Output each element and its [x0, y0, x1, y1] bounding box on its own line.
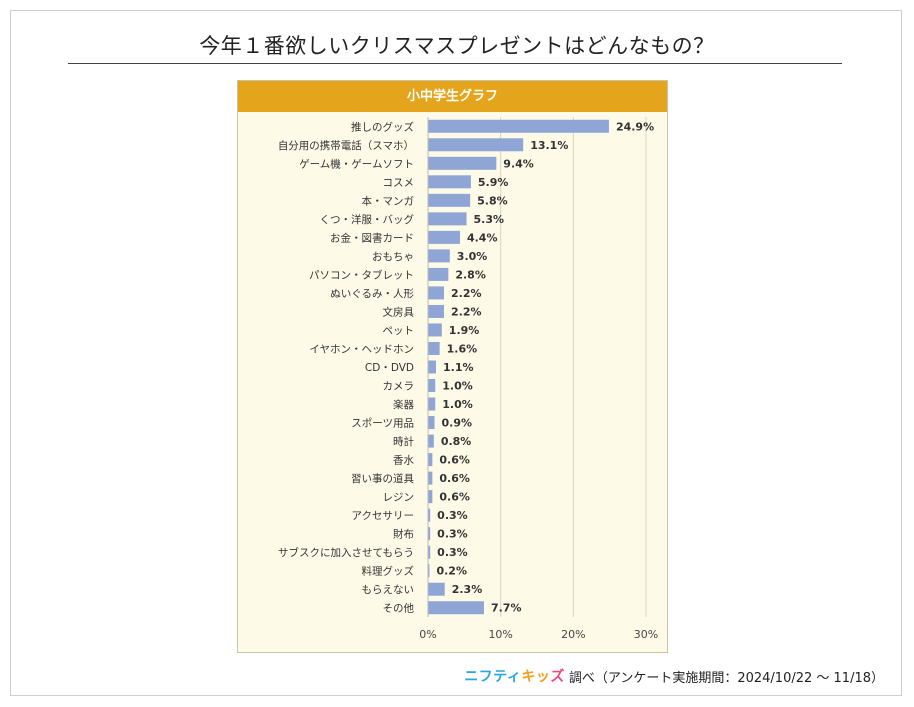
- bar: [428, 416, 435, 430]
- category-label: 財布: [393, 528, 414, 541]
- category-label: カメラ: [383, 381, 415, 393]
- bar: [428, 453, 433, 467]
- category-label: ゲーム機・ゲームソフト: [299, 157, 414, 170]
- bar: [428, 582, 445, 596]
- bar: [428, 601, 484, 615]
- bar: [428, 267, 449, 281]
- value-label: 5.9%: [478, 176, 509, 189]
- category-label: レジン: [383, 492, 415, 504]
- outer-frame: [10, 10, 902, 696]
- category-label: もらえない: [362, 584, 415, 596]
- category-label: おもちゃ: [372, 251, 414, 263]
- value-label: 1.6%: [447, 342, 478, 355]
- category-label: 時計: [393, 435, 414, 448]
- value-label: 13.1%: [530, 139, 568, 152]
- category-label: 文房具: [383, 305, 415, 318]
- category-label: CD・DVD: [365, 362, 414, 374]
- title-divider: [68, 63, 842, 64]
- x-tick-label: 10%: [488, 628, 512, 641]
- bar: [428, 341, 440, 355]
- category-label: ペット: [383, 325, 415, 337]
- bar: [428, 249, 450, 263]
- category-label: ぬいぐるみ・人形: [330, 288, 414, 300]
- category-label: 香水: [393, 455, 414, 467]
- bar: [428, 545, 431, 559]
- bar: [428, 304, 444, 318]
- bar: [428, 434, 434, 448]
- bar: [428, 323, 442, 337]
- value-label: 1.0%: [442, 380, 473, 393]
- category-label: くつ・洋服・バッグ: [320, 213, 415, 226]
- value-label: 2.2%: [451, 287, 482, 300]
- category-label: スポーツ用品: [351, 418, 414, 430]
- bar: [428, 286, 444, 300]
- category-label: 楽器: [393, 398, 414, 411]
- bar: [428, 360, 436, 374]
- value-label: 1.9%: [449, 324, 480, 337]
- bar: [428, 397, 436, 411]
- value-label: 2.2%: [451, 305, 482, 318]
- footer: ニフティキッズ 調べ（アンケート実施期間：2024/10/22 ～ 11/18）: [464, 666, 884, 686]
- logo-text-zu: ズ: [550, 669, 565, 685]
- bar: [428, 156, 497, 170]
- page-title: 今年１番欲しいクリスマスプレゼントはどんなもの？: [199, 34, 715, 58]
- category-label: 料理グッズ: [362, 565, 415, 578]
- bar: [428, 230, 460, 244]
- value-label: 3.0%: [457, 250, 488, 263]
- value-label: 0.3%: [437, 546, 468, 559]
- value-label: 0.6%: [439, 454, 470, 467]
- bar: [428, 175, 471, 189]
- category-label: その他: [383, 602, 415, 615]
- value-label: 2.8%: [455, 268, 486, 281]
- bar: [428, 379, 436, 393]
- footer-source-text: 調べ（アンケート実施期間：2024/10/22 ～ 11/18）: [568, 670, 884, 686]
- category-label: 習い事の道具: [351, 472, 414, 485]
- value-label: 0.8%: [441, 435, 472, 448]
- niftykids-logo: ニフティキッズ: [464, 666, 565, 686]
- value-label: 0.3%: [437, 509, 468, 522]
- category-label: コスメ: [383, 177, 415, 189]
- bar: [428, 490, 433, 504]
- value-label: 2.3%: [452, 583, 483, 596]
- bar: [428, 508, 431, 522]
- value-label: 0.2%: [436, 565, 467, 578]
- category-label: 自分用の携帯電話（スマホ）: [278, 139, 414, 152]
- value-label: 1.0%: [442, 398, 473, 411]
- category-label: 本・マンガ: [362, 194, 415, 207]
- category-label: 推しのグッズ: [351, 120, 414, 133]
- value-label: 0.6%: [439, 491, 470, 504]
- bar: [428, 471, 433, 485]
- value-label: 24.9%: [616, 120, 654, 133]
- value-label: 0.6%: [439, 472, 470, 485]
- value-label: 5.8%: [477, 194, 508, 207]
- value-label: 0.3%: [437, 528, 468, 541]
- panel-title: 小中学生グラフ: [238, 81, 667, 112]
- x-tick-label: 0%: [419, 628, 436, 641]
- x-tick-label: 30%: [634, 628, 658, 641]
- value-label: 1.1%: [443, 361, 474, 374]
- value-label: 7.7%: [491, 602, 522, 615]
- category-label: イヤホン・ヘッドホン: [309, 343, 414, 355]
- value-label: 0.9%: [442, 417, 473, 430]
- value-label: 5.3%: [474, 213, 505, 226]
- bar: [428, 119, 609, 133]
- bar: [428, 193, 471, 207]
- x-tick-label: 20%: [561, 628, 585, 641]
- category-label: サブスクに加入させてもらう: [278, 546, 414, 559]
- value-label: 9.4%: [503, 157, 534, 170]
- category-label: アクセサリー: [352, 510, 414, 522]
- value-label: 4.4%: [467, 231, 498, 244]
- category-label: お金・図書カード: [330, 231, 414, 244]
- bar: [428, 138, 524, 152]
- bar: [428, 212, 467, 226]
- logo-text-nifty: ニフティ: [464, 669, 522, 685]
- logo-text-kids: キッ: [521, 669, 551, 685]
- bar: [428, 527, 431, 541]
- bar: [428, 564, 430, 578]
- category-label: パソコン・タブレット: [309, 268, 414, 281]
